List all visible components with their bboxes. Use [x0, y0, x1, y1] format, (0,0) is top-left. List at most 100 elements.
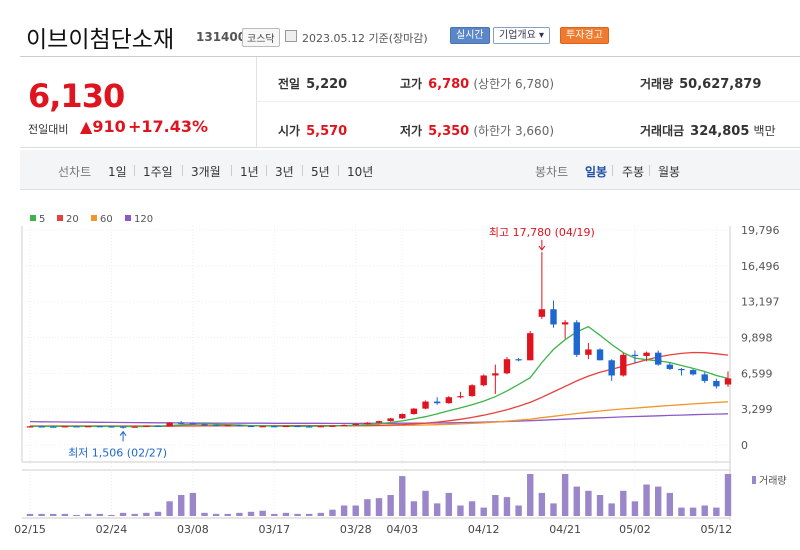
volume-bar	[410, 501, 418, 516]
y-tick-label: 6,599	[741, 367, 773, 380]
candle-body	[713, 380, 720, 387]
divider	[649, 165, 650, 176]
candle-body	[166, 422, 173, 427]
candle-body	[212, 424, 220, 427]
divider	[231, 165, 232, 176]
candle-body	[271, 426, 278, 428]
tab-daily[interactable]: 일봉	[585, 165, 608, 179]
y-tick-label: 0	[741, 439, 748, 452]
volume-bar	[26, 513, 34, 516]
candle-body	[666, 364, 674, 369]
stock-code: 131400	[196, 30, 247, 44]
candle-body	[387, 418, 394, 422]
open-value: 5,570	[306, 124, 348, 139]
x-tick-label: 03/08	[177, 523, 209, 536]
realtime-button[interactable]: 실시간	[450, 27, 490, 44]
volume-bar	[61, 513, 69, 516]
volume-bar	[573, 486, 580, 516]
tab-1year[interactable]: 1년	[240, 165, 259, 179]
tab-weekly[interactable]: 주봉	[622, 165, 645, 179]
x-tick-label: 04/03	[386, 523, 418, 536]
volume-bar	[224, 513, 231, 516]
stock-name: 이브이첨단소재	[26, 27, 175, 53]
volume-bar	[631, 501, 639, 516]
candle-body	[178, 422, 185, 424]
divider	[266, 165, 267, 176]
tab-3month[interactable]: 3개월	[191, 165, 221, 179]
volume-bar	[294, 513, 301, 516]
low-label: 저가	[400, 124, 423, 138]
high-value: 6,780	[428, 77, 470, 92]
change-percent: +17.43%	[128, 117, 209, 136]
candle-body	[620, 354, 627, 376]
volume-bar	[317, 512, 325, 516]
candle-body	[143, 425, 150, 427]
candle-body	[468, 385, 476, 397]
candle-body	[631, 354, 639, 357]
candle-body	[38, 426, 45, 428]
volume-bar	[282, 512, 290, 516]
y-tick-label: 9,898	[741, 332, 773, 345]
tab-1week[interactable]: 1주일	[143, 165, 173, 179]
quote-panel: 6,130 전일대비 ▲910 +17.43% 전일 5,220 고가 6,780 …	[20, 56, 800, 148]
volume-value: 50,627,879	[679, 77, 762, 92]
candle-body	[364, 422, 371, 424]
company-overview-button[interactable]: 기업개요 ▾	[493, 27, 551, 44]
candle-body	[457, 396, 464, 398]
volume-bar	[620, 490, 627, 516]
candle-body	[259, 426, 266, 428]
volume-bar	[445, 492, 452, 516]
tab-1day[interactable]: 1일	[108, 165, 127, 179]
legend-swatch	[125, 215, 131, 221]
tab-10year[interactable]: 10년	[347, 165, 374, 179]
volume-bar	[236, 512, 243, 516]
volume-bar	[585, 490, 592, 516]
candle-body	[189, 423, 197, 425]
tab-3year[interactable]: 3년	[275, 165, 294, 179]
investment-warning-badge[interactable]: 투자경고	[560, 27, 609, 44]
volume-bar	[375, 498, 383, 516]
tab-monthly[interactable]: 월봉	[658, 165, 681, 179]
candle-body	[596, 349, 604, 361]
prev-close-label: 전일	[278, 77, 301, 91]
divider	[182, 165, 183, 176]
volume-bar	[550, 503, 557, 516]
candle-body	[410, 408, 418, 415]
upper-limit: (상한가 6,780)	[473, 77, 555, 91]
volume-bar	[306, 513, 313, 516]
y-tick-label: 16,496	[741, 260, 780, 273]
x-tick-label: 04/12	[468, 523, 500, 536]
candle-body	[608, 360, 615, 376]
volume-bar	[561, 474, 569, 516]
tab-5year[interactable]: 5년	[311, 165, 330, 179]
volume-label: 거래량	[640, 77, 674, 91]
candle-body	[538, 309, 546, 317]
volume-bar	[480, 507, 487, 516]
legend-label: 120	[134, 214, 153, 225]
candle-body	[503, 359, 511, 374]
candle-body	[515, 359, 522, 361]
candle-body	[480, 375, 487, 386]
volume-bar	[201, 512, 208, 516]
candle-body	[96, 426, 103, 428]
candle-body	[73, 426, 80, 428]
stock-header: 이브이첨단소재 131400 코스닥 2023.05.12 기준(장마감) 실시…	[0, 0, 800, 56]
change-label: 전일대비	[28, 123, 69, 136]
candle-body	[154, 425, 162, 427]
candle-body	[236, 425, 243, 427]
high-label: 고가	[400, 77, 423, 91]
volume-bar	[96, 513, 103, 516]
up-triangle-icon: ▲	[80, 117, 93, 136]
volume-bar	[178, 495, 185, 516]
candle-body	[445, 397, 452, 404]
candle-body	[201, 424, 208, 426]
volume-bar	[247, 511, 255, 516]
current-price: 6,130	[28, 77, 125, 115]
ma5-line	[30, 325, 729, 428]
volume-bar	[352, 505, 359, 516]
volume-bar	[468, 501, 476, 516]
candle-body	[399, 414, 406, 419]
candle-body	[550, 309, 557, 325]
candle-body	[573, 322, 580, 355]
volume-bar	[457, 505, 464, 516]
